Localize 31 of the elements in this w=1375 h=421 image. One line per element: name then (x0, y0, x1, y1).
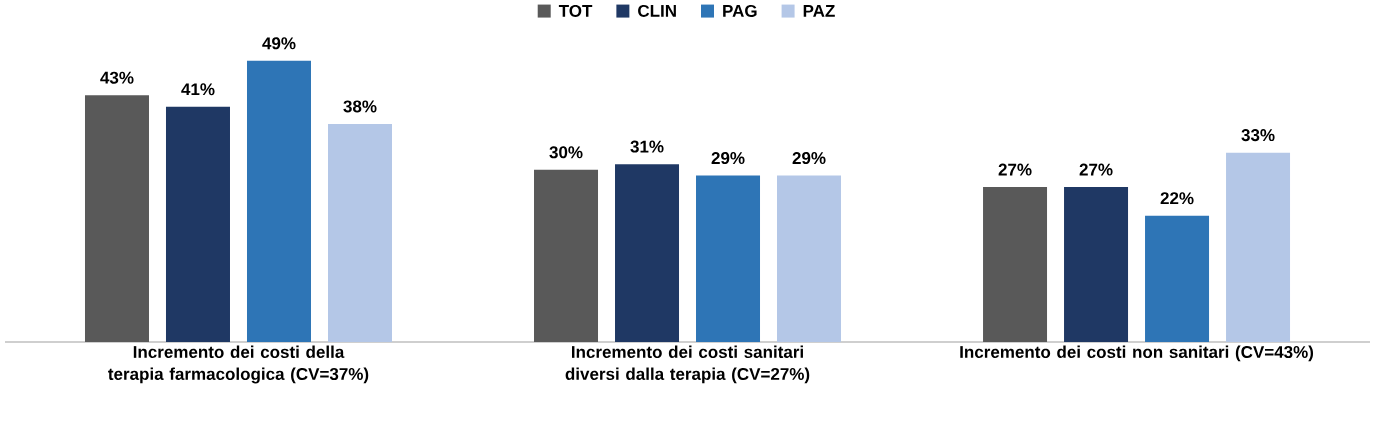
legend-label: TOT (558, 4, 593, 17)
data-label: 31% (630, 140, 664, 153)
bar (696, 175, 761, 342)
bar (534, 169, 599, 342)
data-label: 41% (181, 83, 215, 96)
bar (615, 164, 680, 342)
data-label: 38% (343, 100, 377, 113)
x-tick-label: Incremento dei costi sanitari diversi dalla terapia (CV=27%) (565, 345, 810, 384)
bar (777, 175, 842, 342)
bar (1226, 152, 1291, 342)
data-label: 49% (262, 37, 296, 50)
bar (84, 95, 149, 342)
data-label: 22% (1160, 192, 1194, 205)
bar (327, 123, 392, 342)
bar (246, 60, 311, 342)
data-label: 27% (998, 163, 1032, 176)
bar (1145, 215, 1210, 342)
data-label: 29% (792, 152, 826, 165)
data-label: 33% (1241, 129, 1275, 142)
data-label: 43% (100, 71, 134, 84)
bar (983, 187, 1048, 342)
data-label: 30% (549, 146, 583, 159)
data-label: 29% (711, 152, 745, 165)
legend-label: PAG (723, 4, 757, 17)
data-label: 27% (1079, 163, 1113, 176)
legend-label: PAZ (803, 4, 835, 17)
bar (1064, 187, 1129, 342)
x-tick-label: Incremento dei costi non sanitari (CV=43%) (960, 345, 1314, 362)
bar (165, 106, 230, 342)
x-tick-label: Incremento dei costi della terapia farmacologica (CV=37%) (108, 345, 369, 384)
legend-label: CLIN (638, 4, 676, 17)
